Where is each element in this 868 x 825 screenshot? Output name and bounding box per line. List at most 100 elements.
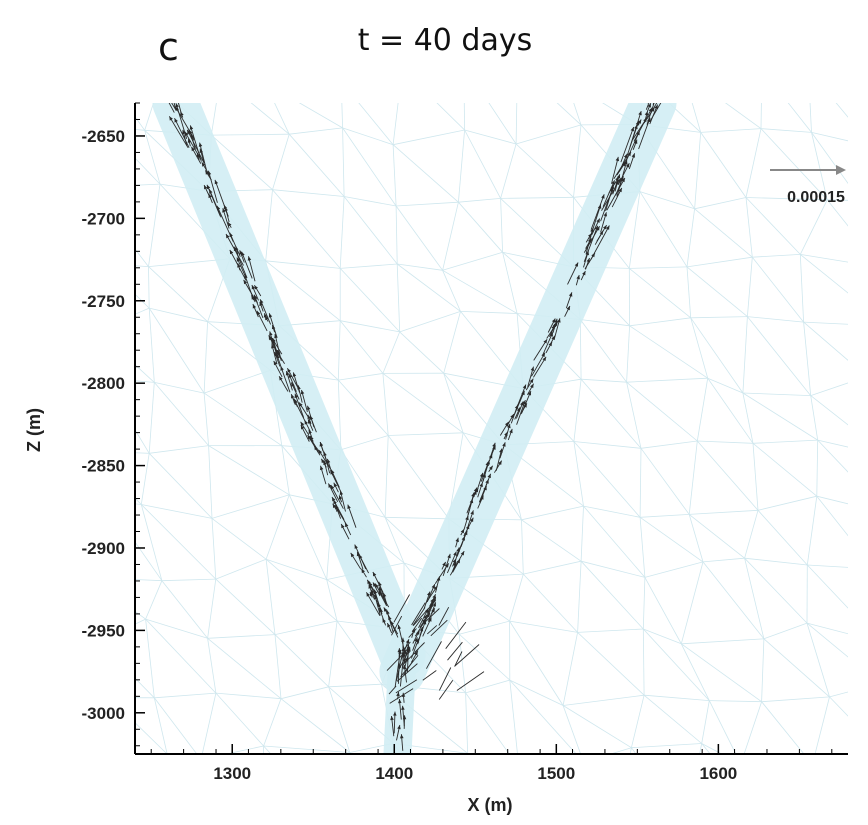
mesh-edge xyxy=(577,628,644,633)
x-tick-label: 1300 xyxy=(213,764,251,783)
velocity-vector xyxy=(268,313,278,338)
velocity-arrowhead xyxy=(208,193,212,199)
mesh-edge xyxy=(509,680,518,754)
mesh-edge xyxy=(626,382,642,449)
mesh-edge xyxy=(563,694,645,706)
velocity-arrowhead xyxy=(623,153,628,159)
velocity-arrowhead xyxy=(375,583,379,588)
mesh-edge xyxy=(860,201,868,268)
mesh-edge xyxy=(465,692,469,754)
mesh-edge xyxy=(502,815,581,823)
mesh-edge xyxy=(135,677,155,699)
velocity-arrowhead xyxy=(415,638,420,643)
mesh-edge xyxy=(265,260,341,322)
velocity-arrowhead xyxy=(557,318,561,323)
velocity-arrowhead xyxy=(430,598,434,603)
velocity-arrowhead xyxy=(330,470,334,475)
mesh-edge xyxy=(135,541,163,581)
mesh-edge xyxy=(208,809,262,811)
velocity-vector xyxy=(393,594,410,623)
mesh-edge xyxy=(742,392,754,444)
mesh-edge xyxy=(98,755,100,819)
velocity-vector xyxy=(402,641,411,651)
mesh-edge xyxy=(141,504,217,580)
mesh-edge xyxy=(265,558,338,622)
velocity-arrowhead xyxy=(398,649,402,654)
mesh-edge xyxy=(811,132,848,184)
mesh-edge xyxy=(384,517,405,564)
velocity-arrowhead xyxy=(345,522,349,528)
velocity-vector xyxy=(207,170,218,203)
velocity-vector xyxy=(347,504,357,528)
mesh-edge xyxy=(442,270,461,312)
mesh-edge xyxy=(384,435,389,518)
mesh-edge xyxy=(799,199,828,255)
velocity-arrowhead xyxy=(254,285,258,290)
mesh-edge xyxy=(581,560,645,578)
mesh-edge xyxy=(807,564,848,568)
x-tick-label: 1600 xyxy=(699,764,737,783)
mesh-edge xyxy=(809,103,812,133)
mesh-edge xyxy=(631,743,702,749)
mesh-edge xyxy=(556,103,582,126)
mesh-edge xyxy=(340,320,400,333)
mesh-edge xyxy=(800,254,848,294)
velocity-arrowhead xyxy=(586,258,590,263)
mesh-edge xyxy=(344,196,397,207)
mesh-edge xyxy=(860,201,868,272)
velocity-vector xyxy=(248,256,256,282)
velocity-vector xyxy=(225,233,244,266)
velocity-vector xyxy=(513,390,525,415)
mesh-edge xyxy=(688,514,704,563)
mesh-edge xyxy=(826,199,848,227)
mesh-edge xyxy=(812,764,867,824)
velocity-vector xyxy=(602,180,616,207)
y-tick-label: -2850 xyxy=(82,457,125,476)
velocity-arrowhead xyxy=(603,225,607,230)
mesh-edge xyxy=(336,620,382,685)
velocity-vector xyxy=(454,644,480,667)
velocity-arrowhead xyxy=(169,116,173,121)
mesh-edge xyxy=(747,316,812,396)
mesh-edge xyxy=(148,308,155,383)
mesh-edge xyxy=(810,395,848,426)
mesh-edge xyxy=(272,189,345,197)
velocity-vector xyxy=(629,110,642,148)
velocity-arrowhead xyxy=(275,349,280,355)
mesh-edge xyxy=(577,561,582,633)
mesh-edge xyxy=(458,129,465,203)
mesh-edge xyxy=(288,133,345,197)
velocity-arrowhead xyxy=(426,613,430,618)
mesh-edge xyxy=(148,266,150,309)
mesh-edge xyxy=(458,198,501,203)
mesh-edge xyxy=(99,642,109,698)
velocity-arrowhead xyxy=(285,371,290,376)
velocity-arrowhead xyxy=(542,356,547,362)
y-tick-label: -2650 xyxy=(82,127,125,146)
velocity-vector xyxy=(171,103,177,111)
mesh-edge xyxy=(644,561,704,578)
velocity-vector xyxy=(521,390,532,414)
velocity-arrowhead xyxy=(176,95,179,99)
mesh-edge xyxy=(340,449,386,518)
velocity-arrowhead xyxy=(366,592,370,597)
mesh-edge xyxy=(697,440,754,444)
mesh-edge xyxy=(100,68,105,127)
velocity-arrowhead xyxy=(328,483,332,488)
velocity-arrowhead xyxy=(648,107,653,113)
velocity-arrowhead xyxy=(361,568,365,574)
velocity-arrowhead xyxy=(599,230,604,235)
velocity-vector xyxy=(189,125,202,162)
mesh-edge xyxy=(145,618,217,694)
mesh-edge xyxy=(751,256,804,323)
velocity-vector xyxy=(646,103,655,125)
x-tick-label: 1400 xyxy=(375,764,413,783)
mesh-edge xyxy=(396,263,401,332)
y-axis-title: Z (m) xyxy=(24,408,44,452)
velocity-vector xyxy=(649,103,658,116)
velocity-arrowhead xyxy=(461,536,465,541)
velocity-arrowhead xyxy=(187,138,192,143)
velocity-arrowhead xyxy=(332,503,337,509)
mesh-edge xyxy=(640,440,698,449)
mesh-edge xyxy=(521,519,524,575)
